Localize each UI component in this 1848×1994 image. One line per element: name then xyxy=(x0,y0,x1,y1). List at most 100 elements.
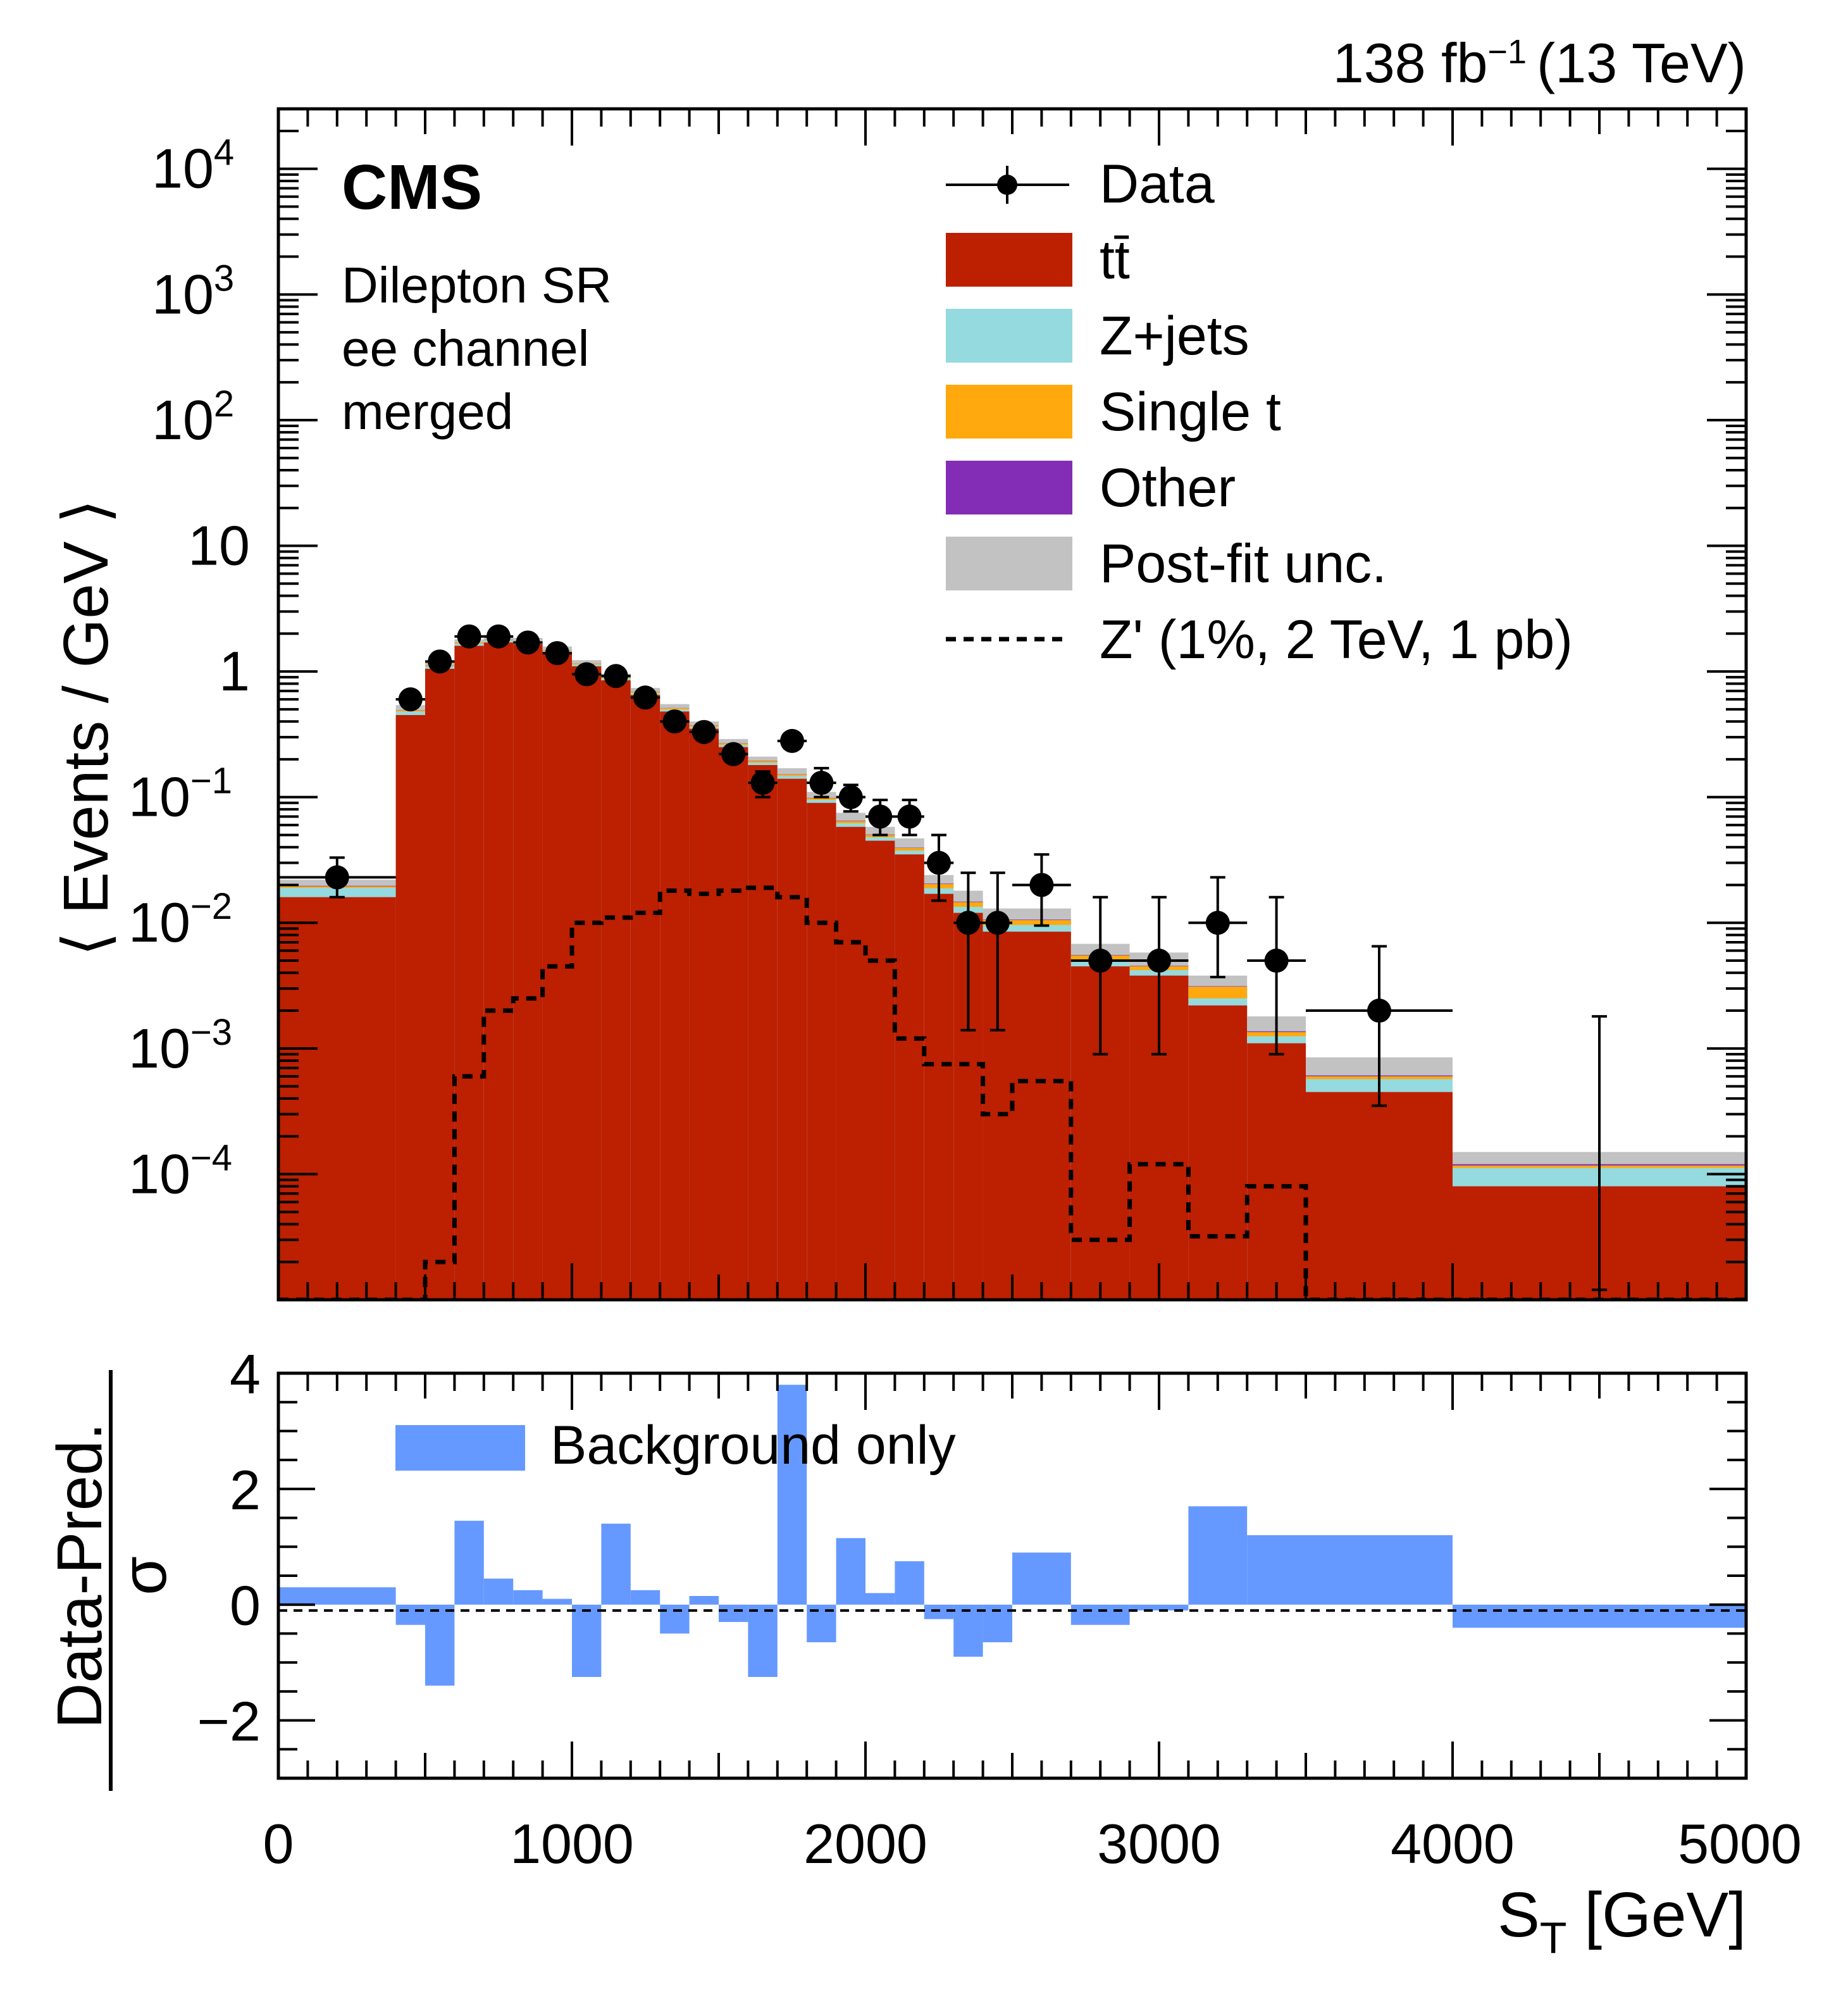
y-tick-label: 102 xyxy=(152,383,234,451)
ratio-bar xyxy=(865,1593,895,1605)
ttbar-bar xyxy=(748,764,778,1300)
main-frame xyxy=(276,107,1748,1302)
singlet-bar xyxy=(836,821,865,823)
y-tick-label: 10−3 xyxy=(128,1012,232,1080)
data-point xyxy=(956,911,981,935)
ratio-bar xyxy=(1129,1604,1189,1611)
y-tick-label: 10−2 xyxy=(128,886,232,954)
ratio-bar xyxy=(895,1561,924,1605)
info-line-3: merged xyxy=(342,383,513,440)
ratio-bar xyxy=(748,1604,778,1677)
svg-text:Z' (1%, 2 TeV, 1 pb): Z' (1%, 2 TeV, 1 pb) xyxy=(1100,609,1573,670)
ratio-y-tick-label: 2 xyxy=(230,1459,261,1521)
y-tick-label: 1 xyxy=(219,640,250,702)
ratio-bar xyxy=(513,1590,543,1605)
ratio-bar xyxy=(1453,1604,1746,1628)
ttbar-bar xyxy=(542,653,572,1300)
ttbar-bar xyxy=(1012,932,1071,1300)
legend-swatch-unc xyxy=(946,537,1072,590)
ttbar-bar xyxy=(572,666,602,1300)
data-point xyxy=(897,804,922,829)
data-point xyxy=(838,785,863,809)
zjets-bar xyxy=(777,776,807,779)
data-point xyxy=(545,641,569,666)
data-point xyxy=(516,630,540,655)
x-tick-label: 0 xyxy=(263,1812,294,1875)
ttbar-bar xyxy=(865,840,895,1300)
legend-entry-ttbar: tt̄ xyxy=(946,230,1130,290)
legend-entry-zjets: Z+jets xyxy=(946,306,1250,366)
svg-text:Post-fit unc.: Post-fit unc. xyxy=(1100,533,1387,594)
zjets-bar xyxy=(865,837,895,841)
info-line-1: Dilepton SR xyxy=(342,257,612,313)
main-plot: 10−4 10−3 10−2 10−1 1 10 102 103 104 xyxy=(128,107,1748,1302)
y-axis-title: ⟨ Events / GeV ⟩ xyxy=(51,499,121,957)
data-point xyxy=(868,804,893,829)
zjets-bar xyxy=(748,763,778,765)
ttbar-bar xyxy=(660,711,690,1300)
ratio-y-title-denominator: σ xyxy=(109,1556,180,1595)
ratio-frame xyxy=(276,1371,1748,1780)
svg-text:Background only: Background only xyxy=(550,1415,956,1476)
zjets-bar xyxy=(1188,998,1248,1006)
data-point xyxy=(325,865,349,890)
data-point xyxy=(662,709,687,734)
singlet-bar xyxy=(807,798,836,801)
ratio-bar xyxy=(395,1604,425,1625)
x-tick-label: 3000 xyxy=(1097,1812,1221,1875)
info-line-2: ee channel xyxy=(342,320,589,377)
svg-text:Single t: Single t xyxy=(1100,382,1281,442)
data-point xyxy=(1264,949,1289,973)
legend-swatch-ttbar xyxy=(946,233,1072,287)
ttbar-bar xyxy=(425,668,455,1300)
legend-entry-singlet: Single t xyxy=(946,382,1281,442)
ttbar-bar xyxy=(513,644,543,1300)
ttbar-bar xyxy=(601,680,631,1300)
ttbar-bar xyxy=(1247,1043,1306,1300)
singlet-bar xyxy=(777,775,807,776)
ttbar-bar xyxy=(454,645,484,1300)
ttbar-bar xyxy=(807,802,836,1300)
ratio-bar xyxy=(630,1590,660,1605)
singlet-bar xyxy=(748,761,778,763)
ratio-bar xyxy=(924,1604,954,1619)
data-point xyxy=(691,720,716,744)
ttbar-bar xyxy=(1306,1092,1453,1300)
y-tick-label: 10 xyxy=(188,514,250,576)
ttbar-bar xyxy=(483,642,514,1300)
zjets-bar xyxy=(895,851,924,855)
data-point xyxy=(1029,873,1054,897)
data-point xyxy=(750,771,775,795)
ratio-bar xyxy=(601,1523,631,1605)
zprime-signal-line xyxy=(278,885,1746,1300)
svg-text:Z+jets: Z+jets xyxy=(1100,306,1250,366)
ratio-bar xyxy=(483,1578,514,1605)
data-point xyxy=(604,664,628,689)
ratio-y-title-numerator: Data-Pred. xyxy=(44,1423,115,1729)
ratio-bar xyxy=(278,1587,396,1605)
ratio-bar xyxy=(777,1385,807,1605)
ratio-bar xyxy=(1070,1604,1130,1625)
legend-swatch-other xyxy=(946,461,1072,514)
data-point xyxy=(457,624,481,649)
zjets-bar xyxy=(836,823,865,827)
ratio-bar xyxy=(836,1538,865,1605)
y-tick-label: 10−1 xyxy=(128,761,232,828)
cms-label: CMS xyxy=(342,152,482,223)
legend-swatch-singlet xyxy=(946,385,1072,439)
x-tick-label: 1000 xyxy=(510,1812,634,1875)
ratio-legend-swatch xyxy=(395,1425,525,1471)
ttbar-bar xyxy=(395,714,425,1300)
data-point xyxy=(809,771,834,795)
legend-entry-zprime: Z' (1%, 2 TeV, 1 pb) xyxy=(946,609,1573,670)
data-point xyxy=(780,728,804,753)
ttbar-bar xyxy=(924,894,954,1300)
singlet-bar xyxy=(1188,987,1248,999)
legend-entry-other: Other xyxy=(946,458,1236,518)
data-point xyxy=(1367,999,1391,1023)
ttbar-bar xyxy=(719,747,748,1300)
svg-text:Data: Data xyxy=(1100,154,1215,215)
y-tick-label: 10−4 xyxy=(128,1137,232,1205)
